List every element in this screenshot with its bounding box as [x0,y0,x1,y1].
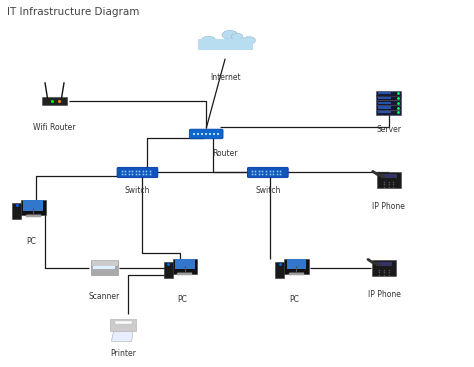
Ellipse shape [231,33,243,40]
FancyBboxPatch shape [286,259,306,269]
Text: Internet: Internet [210,73,240,83]
FancyBboxPatch shape [198,39,253,50]
FancyBboxPatch shape [284,259,309,274]
FancyBboxPatch shape [378,97,391,99]
FancyBboxPatch shape [164,262,173,278]
FancyBboxPatch shape [91,260,118,266]
Text: Switch: Switch [125,186,150,196]
FancyBboxPatch shape [376,110,401,115]
FancyBboxPatch shape [376,105,401,110]
Text: IT Infrastructure Diagram: IT Infrastructure Diagram [7,7,139,17]
Ellipse shape [201,36,216,44]
FancyBboxPatch shape [91,261,118,275]
Text: PC: PC [26,237,36,246]
FancyBboxPatch shape [381,174,397,178]
FancyBboxPatch shape [26,215,41,217]
Text: Wifi Router: Wifi Router [33,123,76,132]
Ellipse shape [242,37,255,44]
FancyBboxPatch shape [275,262,284,278]
FancyBboxPatch shape [378,102,391,104]
Text: Server: Server [376,125,401,134]
Polygon shape [111,330,133,341]
FancyBboxPatch shape [42,97,67,105]
Text: IP Phone: IP Phone [372,202,405,211]
FancyBboxPatch shape [117,167,158,178]
FancyBboxPatch shape [110,319,136,331]
Text: PC: PC [289,295,299,305]
FancyBboxPatch shape [93,266,115,269]
FancyBboxPatch shape [376,100,401,105]
Ellipse shape [222,30,237,39]
FancyBboxPatch shape [289,273,304,275]
FancyBboxPatch shape [377,172,401,188]
FancyBboxPatch shape [173,259,197,274]
Ellipse shape [213,43,233,49]
FancyBboxPatch shape [175,259,194,269]
FancyBboxPatch shape [247,167,288,178]
FancyBboxPatch shape [189,129,223,139]
FancyBboxPatch shape [12,203,21,219]
FancyBboxPatch shape [115,321,132,324]
FancyBboxPatch shape [23,200,43,211]
Text: IP Phone: IP Phone [367,290,401,299]
FancyBboxPatch shape [378,92,391,94]
Text: Router: Router [212,149,238,158]
FancyBboxPatch shape [378,111,391,113]
Text: Switch: Switch [255,186,281,196]
FancyBboxPatch shape [376,91,401,96]
FancyBboxPatch shape [372,260,396,276]
FancyBboxPatch shape [376,262,392,266]
Text: Scanner: Scanner [89,292,120,301]
FancyBboxPatch shape [376,95,401,101]
FancyBboxPatch shape [21,200,46,215]
FancyBboxPatch shape [378,106,391,109]
Text: Printer: Printer [110,349,136,358]
Text: PC: PC [178,295,187,305]
FancyBboxPatch shape [177,273,192,275]
